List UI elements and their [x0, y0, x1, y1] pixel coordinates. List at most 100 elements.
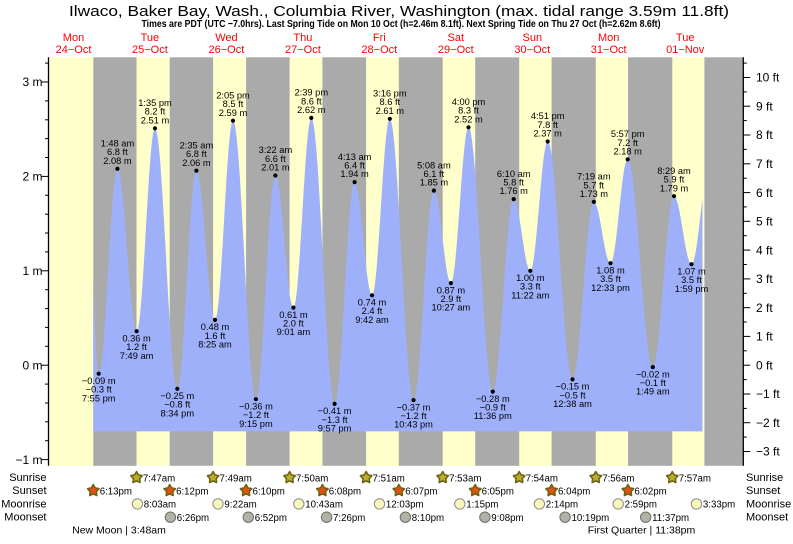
svg-text:Sunrise: Sunrise — [746, 472, 783, 484]
svg-text:6:04pm: 6:04pm — [558, 486, 590, 497]
svg-text:6:02pm: 6:02pm — [634, 486, 666, 497]
svg-text:6:52pm: 6:52pm — [255, 513, 287, 524]
svg-text:−0.37 m: −0.37 m — [397, 402, 431, 412]
svg-text:Thu: Thu — [293, 32, 312, 44]
svg-text:8.6 ft: 8.6 ft — [379, 97, 400, 107]
svg-text:2.52 m: 2.52 m — [454, 114, 483, 124]
svg-text:1:59 pm: 1:59 pm — [675, 284, 709, 294]
svg-text:2.4 ft: 2.4 ft — [362, 306, 383, 316]
svg-text:3:33pm: 3:33pm — [703, 500, 735, 511]
svg-text:Fri: Fri — [373, 32, 386, 44]
svg-text:1.79 m: 1.79 m — [660, 183, 689, 193]
svg-text:6:12pm: 6:12pm — [176, 486, 208, 497]
svg-text:−1.3 ft: −1.3 ft — [322, 415, 349, 425]
svg-text:8.5 ft: 8.5 ft — [223, 99, 244, 109]
svg-text:2.0 ft: 2.0 ft — [283, 319, 304, 329]
svg-text:1:15pm: 1:15pm — [466, 500, 498, 511]
svg-text:−1 ft: −1 ft — [756, 387, 780, 401]
svg-text:11:37pm: 11:37pm — [652, 513, 689, 524]
svg-text:Ilwaco, Baker Bay, Wash., Colu: Ilwaco, Baker Bay, Wash., Columbia River… — [69, 3, 729, 20]
svg-text:25−Oct: 25−Oct — [132, 44, 168, 56]
svg-text:8:10pm: 8:10pm — [412, 513, 444, 524]
svg-text:6.6 ft: 6.6 ft — [265, 154, 286, 164]
svg-text:Moonrise: Moonrise — [746, 498, 791, 510]
svg-text:−0.9 ft: −0.9 ft — [480, 403, 507, 413]
svg-text:8.2 ft: 8.2 ft — [145, 107, 166, 117]
svg-text:0.61 m: 0.61 m — [279, 310, 308, 320]
svg-text:Sunset: Sunset — [746, 485, 780, 497]
svg-text:9:42 am: 9:42 am — [355, 315, 389, 325]
svg-text:8:29 am: 8:29 am — [657, 166, 691, 176]
svg-text:1:49 am: 1:49 am — [636, 387, 670, 397]
svg-text:7:54am: 7:54am — [526, 473, 558, 484]
svg-text:12:03pm: 12:03pm — [386, 500, 424, 511]
svg-text:27−Oct: 27−Oct — [285, 44, 321, 56]
svg-text:10:27 am: 10:27 am — [432, 303, 471, 313]
svg-text:1.08 m: 1.08 m — [596, 265, 625, 275]
svg-text:6.4 ft: 6.4 ft — [344, 161, 365, 171]
svg-text:9:15 pm: 9:15 pm — [239, 419, 273, 429]
svg-text:Tue: Tue — [141, 32, 160, 44]
svg-text:5 ft: 5 ft — [756, 215, 773, 229]
svg-text:2 m: 2 m — [22, 170, 42, 184]
svg-text:2 ft: 2 ft — [756, 301, 773, 315]
svg-text:2.62 m: 2.62 m — [297, 105, 326, 115]
svg-text:3:16 pm: 3:16 pm — [373, 89, 407, 99]
svg-text:1 ft: 1 ft — [756, 330, 773, 344]
svg-text:−3 ft: −3 ft — [756, 445, 780, 459]
svg-text:−0.8 ft: −0.8 ft — [164, 400, 191, 410]
svg-text:−1 m: −1 m — [15, 453, 42, 467]
svg-text:1.94 m: 1.94 m — [340, 169, 369, 179]
svg-text:Sun: Sun — [523, 32, 543, 44]
svg-text:2.18 m: 2.18 m — [613, 147, 642, 157]
svg-text:7:49am: 7:49am — [220, 473, 252, 484]
svg-text:8.3 ft: 8.3 ft — [458, 106, 479, 116]
svg-text:3.5 ft: 3.5 ft — [600, 274, 621, 284]
svg-text:2:39 pm: 2:39 pm — [295, 88, 329, 98]
svg-text:6 ft: 6 ft — [756, 186, 773, 200]
svg-text:7:26pm: 7:26pm — [333, 513, 365, 524]
svg-text:1.73 m: 1.73 m — [580, 189, 609, 199]
svg-text:1.6 ft: 1.6 ft — [205, 331, 226, 341]
svg-text:−0.09 m: −0.09 m — [82, 376, 116, 386]
svg-text:29−Oct: 29−Oct — [438, 44, 474, 56]
svg-text:−0.36 m: −0.36 m — [239, 401, 273, 411]
svg-text:6:08pm: 6:08pm — [329, 486, 361, 497]
svg-text:1.00 m: 1.00 m — [516, 273, 545, 283]
svg-text:−0.41 m: −0.41 m — [318, 406, 352, 416]
svg-text:2.06 m: 2.06 m — [182, 158, 211, 168]
svg-text:1.85 m: 1.85 m — [420, 178, 449, 188]
svg-text:2.59 m: 2.59 m — [219, 108, 248, 118]
svg-text:3 ft: 3 ft — [756, 272, 773, 286]
svg-text:7:55 pm: 7:55 pm — [82, 393, 116, 403]
svg-text:2:05 pm: 2:05 pm — [216, 90, 250, 100]
svg-text:9:57 pm: 9:57 pm — [318, 424, 352, 434]
svg-text:8.6 ft: 8.6 ft — [301, 96, 322, 106]
svg-text:7:49 am: 7:49 am — [120, 351, 154, 361]
svg-text:New Moon | 3:48am: New Moon | 3:48am — [72, 524, 166, 536]
svg-text:1:48 am: 1:48 am — [101, 139, 135, 149]
svg-text:7.8 ft: 7.8 ft — [537, 120, 558, 130]
svg-text:−0.02 m: −0.02 m — [636, 369, 670, 379]
svg-text:9:22am: 9:22am — [224, 500, 256, 511]
svg-text:Wed: Wed — [215, 32, 237, 44]
svg-text:Tue: Tue — [676, 32, 695, 44]
svg-text:−2 ft: −2 ft — [756, 416, 780, 430]
svg-text:3:22 am: 3:22 am — [259, 145, 293, 155]
svg-text:6:10 am: 6:10 am — [497, 169, 531, 179]
svg-text:7.2 ft: 7.2 ft — [617, 138, 638, 148]
svg-text:4:51 pm: 4:51 pm — [531, 111, 565, 121]
svg-text:7:57am: 7:57am — [679, 473, 711, 484]
svg-text:7:51am: 7:51am — [373, 473, 405, 484]
svg-text:31−Oct: 31−Oct — [591, 44, 627, 56]
svg-text:8:25 am: 8:25 am — [198, 340, 232, 350]
svg-text:4:00 pm: 4:00 pm — [452, 97, 486, 107]
svg-text:−1.2 ft: −1.2 ft — [243, 410, 270, 420]
svg-text:2:35 am: 2:35 am — [180, 140, 214, 150]
svg-text:8:34 pm: 8:34 pm — [161, 408, 195, 418]
svg-text:28−Oct: 28−Oct — [361, 44, 397, 56]
svg-text:4:13 am: 4:13 am — [338, 152, 372, 162]
svg-text:−0.3 ft: −0.3 ft — [86, 385, 113, 395]
svg-text:3 m: 3 m — [22, 75, 42, 89]
svg-text:6.8 ft: 6.8 ft — [107, 147, 128, 157]
